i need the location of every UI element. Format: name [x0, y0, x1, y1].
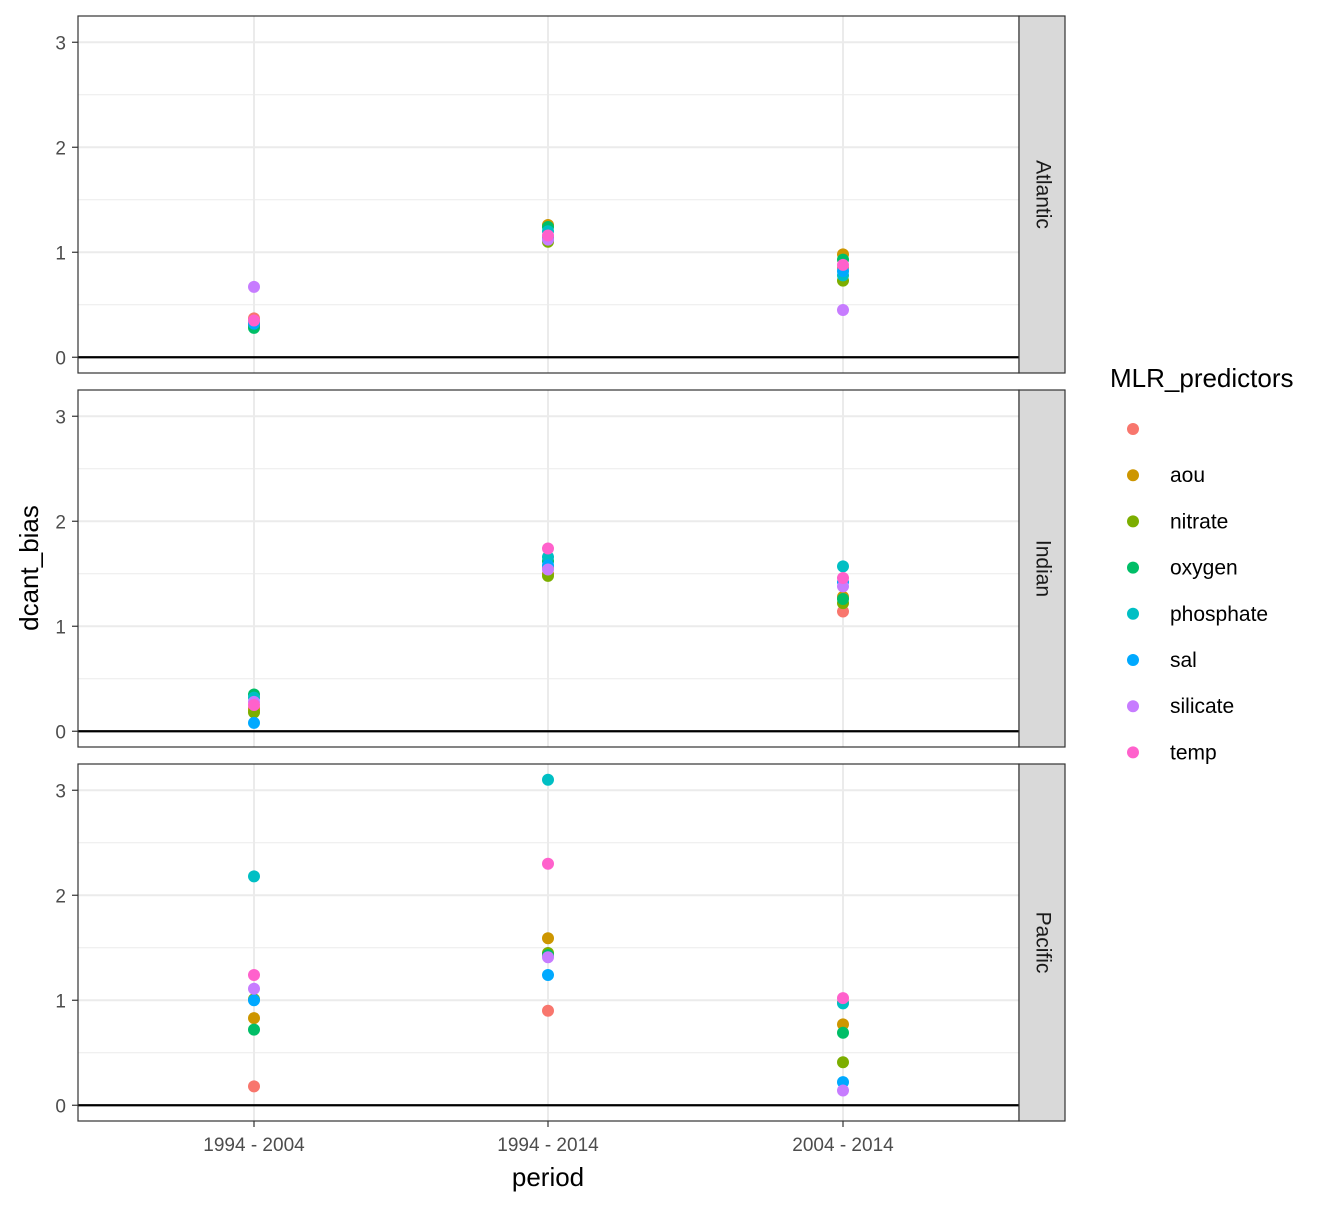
y-tick-label: 3: [55, 407, 66, 428]
legend-title: MLR_predictors: [1110, 363, 1294, 393]
data-point: [837, 571, 849, 584]
legend-key: [1127, 654, 1139, 666]
data-point: [542, 542, 554, 555]
data-point: [837, 605, 849, 618]
data-point: [837, 1056, 849, 1069]
legend-label: phosphate: [1170, 603, 1268, 626]
data-point: [837, 304, 849, 316]
data-point: [837, 580, 849, 593]
legend-item: silicate: [1127, 695, 1234, 718]
data-point: [248, 314, 260, 327]
facet-panel-indian: 0 1 2 3 Indian: [55, 389, 1066, 748]
y-tick-label: 1: [55, 243, 66, 264]
legend-label: silicate: [1170, 695, 1234, 718]
data-point: [542, 1004, 554, 1017]
x-tick-label: 2004 - 2014: [792, 1135, 894, 1156]
facet-panel-pacific: 0 1 2 3 Pacific: [55, 763, 1066, 1122]
legend: MLR_predictors aou nitrate oxygen phosphate…: [1110, 363, 1294, 764]
legend-item: temp: [1127, 741, 1217, 764]
data-point: [542, 773, 554, 786]
y-tick-label: 0: [55, 348, 66, 369]
facet-strip-label: Pacific: [1031, 912, 1054, 974]
legend-item: nitrate: [1127, 510, 1228, 533]
data-point: [837, 258, 849, 271]
data-point: [837, 1018, 849, 1031]
legend-key: [1127, 423, 1139, 435]
legend-key: [1127, 561, 1139, 574]
legend-label: oxygen: [1170, 557, 1238, 580]
x-axis: 1994 - 2004 1994 - 2014 2004 - 2014: [203, 1121, 894, 1156]
data-point: [542, 857, 554, 870]
legend-label: nitrate: [1170, 510, 1228, 533]
x-tick-label: 1994 - 2014: [497, 1135, 599, 1156]
data-point: [248, 280, 260, 293]
legend-key: [1127, 700, 1139, 713]
data-point: [248, 969, 260, 982]
data-point: [837, 992, 849, 1005]
legend-item: [1127, 423, 1139, 435]
facet-strip-label: Atlantic: [1031, 160, 1054, 229]
data-point: [248, 1023, 260, 1036]
data-point: [542, 550, 554, 563]
data-point: [542, 229, 554, 242]
data-point: [542, 969, 554, 982]
y-tick-label: 0: [55, 722, 66, 743]
y-tick-label: 0: [55, 1096, 66, 1117]
data-point: [248, 982, 260, 995]
data-point: [542, 932, 554, 945]
legend-label: sal: [1170, 649, 1197, 672]
x-axis-title: period: [512, 1162, 584, 1192]
y-tick-label: 1: [55, 991, 66, 1012]
data-point: [837, 1076, 849, 1089]
data-point: [542, 951, 554, 964]
legend-item: oxygen: [1127, 557, 1238, 580]
data-point: [837, 1084, 849, 1097]
y-tick-label: 1: [55, 617, 66, 638]
data-point: [248, 994, 260, 1007]
legend-key: [1127, 515, 1139, 528]
y-tick-label: 2: [55, 138, 66, 159]
legend-key: [1127, 746, 1139, 759]
data-point: [248, 699, 260, 711]
data-point: [248, 1080, 260, 1093]
data-point: [837, 592, 849, 605]
y-tick-label: 3: [55, 33, 66, 54]
data-point: [837, 1026, 849, 1039]
facet-panels: 0 1 2 3 Atlantic 0 1 2 3 Indian 0 1 2 3 Pacific: [55, 15, 1066, 1122]
facet-strip: [1018, 389, 1066, 748]
legend-item: aou: [1127, 464, 1205, 487]
y-tick-label: 3: [55, 781, 66, 802]
data-point: [248, 716, 260, 729]
legend-items: aou nitrate oxygen phosphate sal silicate temp: [1127, 423, 1268, 764]
legend-key: [1127, 607, 1139, 620]
data-point: [542, 563, 554, 576]
y-tick-label: 2: [55, 512, 66, 533]
y-axis-title: dcant_bias: [14, 505, 44, 631]
legend-item: sal: [1127, 649, 1197, 672]
data-point: [837, 560, 849, 573]
data-point: [248, 1012, 260, 1025]
legend-item: phosphate: [1127, 603, 1268, 626]
facet-strip: [1018, 763, 1066, 1122]
legend-key: [1127, 469, 1139, 482]
legend-label: temp: [1170, 741, 1217, 764]
facet-panel-atlantic: 0 1 2 3 Atlantic: [55, 15, 1066, 374]
data-point: [248, 870, 260, 883]
legend-label: aou: [1170, 464, 1205, 487]
facet-strip-label: Indian: [1031, 540, 1054, 597]
facet-strip: [1018, 15, 1066, 374]
y-tick-label: 2: [55, 886, 66, 907]
x-tick-label: 1994 - 2004: [203, 1135, 305, 1156]
